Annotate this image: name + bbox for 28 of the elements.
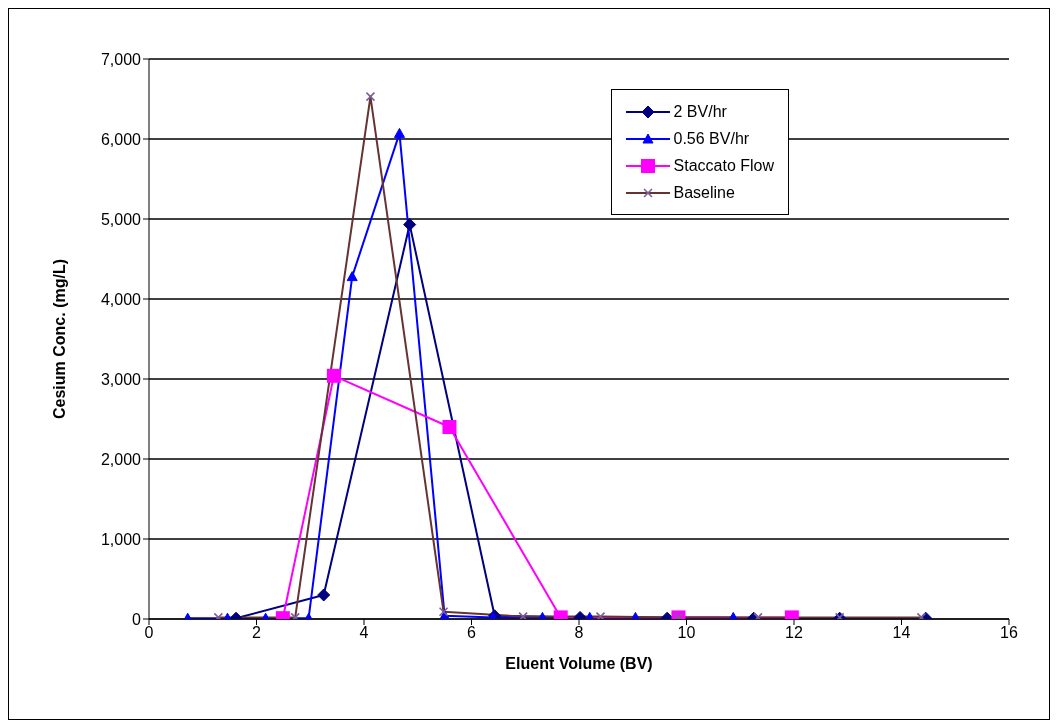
x-tick-label: 8 <box>574 624 584 642</box>
point <box>403 218 417 232</box>
y-tick-label: 0 <box>132 610 142 628</box>
legend-label: 0.56 BV/hr <box>673 129 750 148</box>
y-tick-label: 6,000 <box>100 130 142 148</box>
x-tick-label: 0 <box>144 624 154 642</box>
legend-label: Baseline <box>673 183 735 202</box>
x-tick-label: 14 <box>892 624 911 642</box>
x-tick-label: 2 <box>252 624 262 642</box>
y-tick-label: 1,000 <box>100 530 142 548</box>
legend-label: 2 BV/hr <box>673 102 727 121</box>
point <box>326 368 341 383</box>
y-tick-label: 4,000 <box>100 290 142 308</box>
x-tick-label: 6 <box>467 624 477 642</box>
y-tick-label: 3,000 <box>100 370 142 388</box>
point <box>346 271 358 282</box>
point <box>393 127 405 138</box>
y-tick-label: 7,000 <box>100 50 142 68</box>
x-tick-label: 16 <box>1000 624 1018 642</box>
y-axis-title: Cesium Conc. (mg/L) <box>50 258 68 420</box>
y-tick-label: 2,000 <box>100 450 142 468</box>
x-tick-label: 4 <box>359 624 369 642</box>
x-tick-label: 10 <box>677 624 696 642</box>
x-tick-label: 12 <box>785 624 803 642</box>
point <box>442 420 457 434</box>
x-axis-title: Eluent Volume (BV) <box>505 655 653 672</box>
legend-label: Staccato Flow <box>673 156 774 175</box>
y-tick-label: 5,000 <box>100 210 142 228</box>
